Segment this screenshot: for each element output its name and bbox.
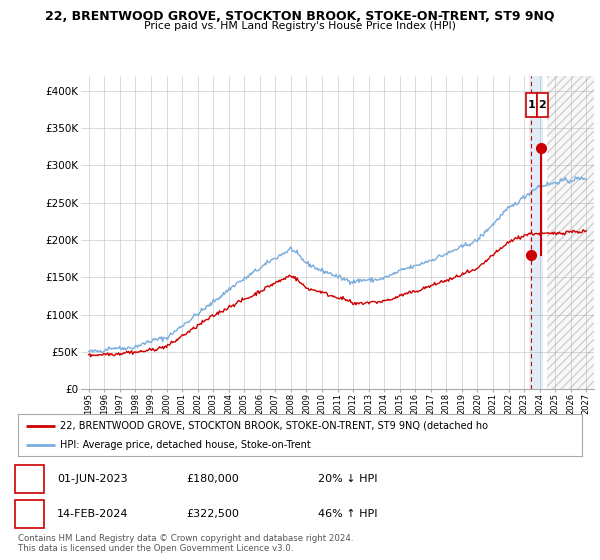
Text: 46% ↑ HPI: 46% ↑ HPI xyxy=(318,509,377,519)
Text: HPI: Average price, detached house, Stoke-on-Trent: HPI: Average price, detached house, Stok… xyxy=(60,440,311,450)
Text: Price paid vs. HM Land Registry's House Price Index (HPI): Price paid vs. HM Land Registry's House … xyxy=(144,21,456,31)
Text: 1: 1 xyxy=(527,100,535,110)
Bar xyxy=(547,76,594,389)
Bar xyxy=(547,76,594,389)
FancyBboxPatch shape xyxy=(537,93,548,116)
Bar xyxy=(529,76,543,389)
FancyBboxPatch shape xyxy=(526,93,537,116)
Text: 2: 2 xyxy=(538,100,546,110)
Text: 22, BRENTWOOD GROVE, STOCKTON BROOK, STOKE-ON-TRENT, ST9 9NQ: 22, BRENTWOOD GROVE, STOCKTON BROOK, STO… xyxy=(45,10,555,23)
Text: 01-JUN-2023: 01-JUN-2023 xyxy=(57,474,128,484)
Text: 1: 1 xyxy=(26,474,33,484)
Text: £180,000: £180,000 xyxy=(186,474,239,484)
Text: 22, BRENTWOOD GROVE, STOCKTON BROOK, STOKE-ON-TRENT, ST9 9NQ (detached ho: 22, BRENTWOOD GROVE, STOCKTON BROOK, STO… xyxy=(60,421,488,431)
Text: Contains HM Land Registry data © Crown copyright and database right 2024.
This d: Contains HM Land Registry data © Crown c… xyxy=(18,534,353,553)
Text: 14-FEB-2024: 14-FEB-2024 xyxy=(57,509,128,519)
Text: 2: 2 xyxy=(26,509,33,519)
Text: 20% ↓ HPI: 20% ↓ HPI xyxy=(318,474,377,484)
Text: £322,500: £322,500 xyxy=(186,509,239,519)
